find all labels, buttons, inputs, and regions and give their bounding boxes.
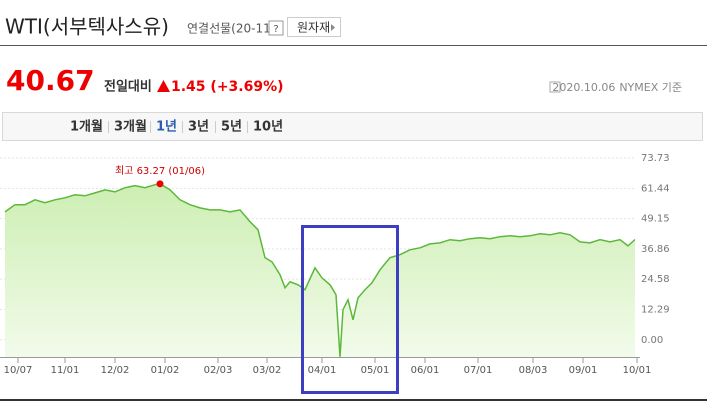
x-tick-label: 06/01 bbox=[411, 365, 440, 376]
y-tick-label: 36.86 bbox=[641, 244, 670, 255]
x-tick-label: 05/01 bbox=[361, 365, 390, 376]
y-tick-label: 24.58 bbox=[641, 274, 670, 285]
button[interactable]: 원자재 bbox=[297, 21, 330, 35]
x-tick-label: 12/02 bbox=[101, 365, 130, 376]
x-tick-label: 07/01 bbox=[464, 365, 493, 376]
x-tick-label: 01/02 bbox=[151, 365, 180, 376]
y-tick-label: 73.73 bbox=[641, 153, 670, 164]
annotation: 최고 63.27 (01/06) bbox=[115, 165, 205, 177]
area bbox=[5, 183, 635, 357]
y-tick-label: 12.29 bbox=[641, 304, 670, 315]
tabs: 1개월 3개월 1년 3년 5년 10년 bbox=[70, 119, 283, 135]
x-tick-label: 09/01 bbox=[569, 365, 598, 376]
highlight-box bbox=[301, 225, 399, 394]
button-box[interactable] bbox=[287, 17, 341, 37]
date-icon bbox=[549, 81, 561, 93]
x-tick-label: 10/07 bbox=[4, 365, 33, 376]
x-tick-label: 08/03 bbox=[519, 365, 548, 376]
help-box[interactable] bbox=[268, 20, 284, 36]
plot bbox=[4, 183, 636, 357]
y-tick-label: 0.00 bbox=[641, 335, 663, 346]
help[interactable]: ? bbox=[273, 24, 278, 35]
tab[interactable]: 3년 bbox=[188, 120, 209, 135]
source: NYMEX 기준 bbox=[619, 81, 682, 94]
peak-dot bbox=[156, 180, 164, 188]
x-tick-label: 10/01 bbox=[623, 365, 652, 376]
change-label: 전일대비 bbox=[104, 79, 152, 95]
tab[interactable]: 10년 bbox=[253, 120, 283, 135]
line bbox=[4, 183, 636, 357]
tab[interactable]: 1년 bbox=[156, 120, 177, 135]
tab-bar bbox=[2, 112, 703, 141]
chart: 73.73 61.44 49.15 36.86 24.58 12.29 0.00 10/07 1… bbox=[0, 153, 670, 376]
y-tick-label: 49.15 bbox=[641, 214, 670, 225]
date: 2020.10.06 bbox=[552, 81, 615, 94]
x-tick-label: 04/01 bbox=[308, 365, 337, 376]
x-tick-label: 02/03 bbox=[204, 365, 233, 376]
subtitle: 연결선물(20-11) bbox=[187, 22, 275, 36]
tab[interactable]: 5년 bbox=[221, 120, 242, 135]
price: 40.67 bbox=[6, 64, 95, 97]
tab[interactable]: 1개월 bbox=[70, 119, 103, 135]
x-tick-label: 03/02 bbox=[253, 365, 282, 376]
title: WTI(서부텍사스유) bbox=[5, 15, 169, 39]
button-arrow bbox=[331, 24, 335, 31]
tab[interactable]: 3개월 bbox=[114, 119, 147, 135]
up-arrow bbox=[157, 80, 170, 92]
quote-date: 2020.10.06 NYMEX 기준 bbox=[552, 81, 682, 94]
x-tick-label: 11/01 bbox=[51, 365, 80, 376]
change: 1.45 (+3.69%) bbox=[171, 79, 284, 95]
y-tick-label: 61.44 bbox=[641, 183, 670, 194]
